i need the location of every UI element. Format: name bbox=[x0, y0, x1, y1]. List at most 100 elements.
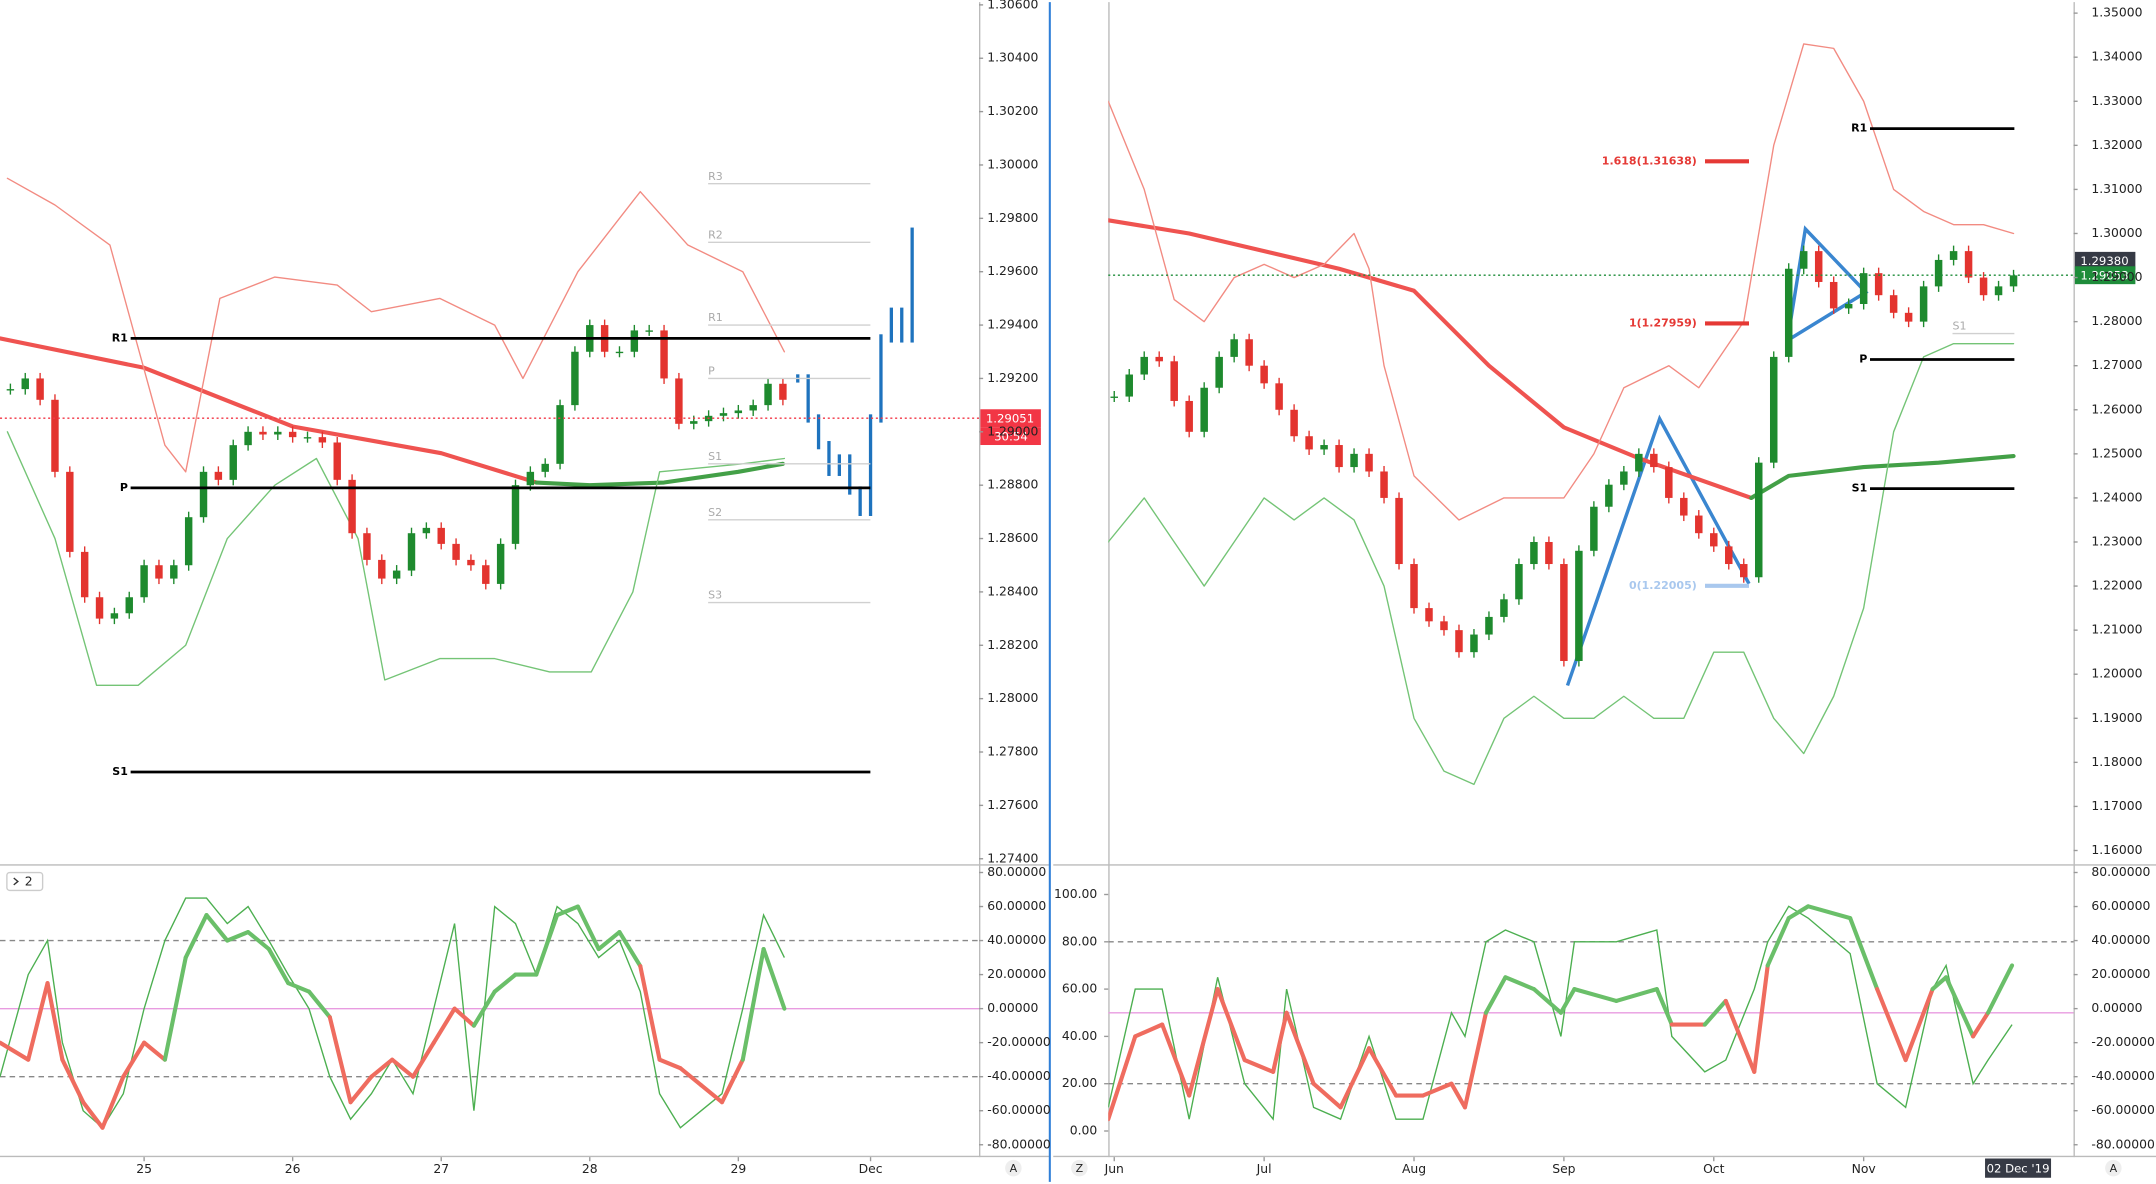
y-tick-label: 1.19000 bbox=[2091, 711, 2142, 725]
x-tick-label: Sep bbox=[1552, 1162, 1575, 1176]
y-tick-label: 40.00000 bbox=[987, 933, 1046, 947]
candle-body bbox=[660, 330, 668, 379]
candle-body bbox=[1275, 383, 1283, 410]
oscillator-segment bbox=[1133, 1022, 1165, 1039]
candle-body bbox=[36, 378, 44, 400]
oscillator-segment bbox=[596, 929, 622, 952]
plot-area bbox=[1108, 43, 2018, 786]
countdown-box bbox=[980, 427, 1041, 446]
x-tick-label: 29 bbox=[730, 1162, 746, 1176]
candle-body bbox=[764, 383, 772, 406]
oscillator-segment bbox=[638, 964, 662, 1062]
x-tick-label: Aug bbox=[1402, 1162, 1426, 1176]
fib-label: 1.618(1.31638) bbox=[1602, 154, 1697, 167]
candle-body bbox=[1410, 564, 1418, 609]
candle-body bbox=[1949, 251, 1958, 260]
candle-body bbox=[1425, 608, 1433, 622]
overlay-line bbox=[1108, 342, 2015, 786]
candle-body bbox=[259, 431, 267, 435]
candle-body bbox=[303, 437, 312, 439]
candle-body bbox=[482, 565, 490, 584]
candle-body bbox=[95, 597, 104, 619]
candle-body bbox=[1754, 462, 1763, 578]
oscillator-segment bbox=[142, 1040, 167, 1062]
right-left-button[interactable]: Z bbox=[1071, 1159, 1088, 1177]
oscillator-segment bbox=[1558, 987, 1577, 1015]
oscillator-segment bbox=[286, 981, 312, 994]
button-bg[interactable] bbox=[2105, 1159, 2122, 1177]
button-bg[interactable] bbox=[1071, 1159, 1088, 1177]
candle-body bbox=[1500, 599, 1508, 617]
y-tick-label: -40.00000 bbox=[2091, 1069, 2155, 1083]
candle-body bbox=[1395, 497, 1403, 565]
oscillator-segment bbox=[1284, 1010, 1316, 1086]
x-tick-label: 27 bbox=[433, 1162, 449, 1176]
oscillator-line bbox=[1108, 905, 2013, 1121]
candle-body bbox=[1680, 497, 1688, 516]
overlay-line bbox=[6, 177, 786, 473]
candle-body bbox=[422, 527, 431, 534]
y-tick-label: 1.28400 bbox=[987, 584, 1038, 598]
y-tick-label: 1.20000 bbox=[2091, 667, 2142, 681]
overlay-line bbox=[6, 431, 786, 686]
oscillator-segment bbox=[327, 1015, 353, 1105]
y-tick-label: -60.00000 bbox=[2091, 1103, 2155, 1117]
pivot-label: R1 bbox=[1851, 122, 1867, 135]
y-tick-label: 40.00 bbox=[1062, 1029, 1098, 1043]
overlay-line bbox=[1108, 218, 1754, 500]
oscillator-segment bbox=[390, 1057, 416, 1079]
oscillator-segment bbox=[1503, 975, 1536, 992]
oscillator-segment bbox=[162, 955, 188, 1062]
candle-body bbox=[1994, 286, 2003, 296]
projection-bar bbox=[837, 454, 842, 476]
candle-body bbox=[1665, 467, 1673, 498]
candle-body bbox=[1110, 396, 1118, 398]
pivot-label: R1 bbox=[112, 331, 128, 344]
oscillator-segment bbox=[81, 1100, 105, 1130]
y-tick-label: 1.22000 bbox=[2091, 579, 2142, 593]
y-tick-label: 1.32000 bbox=[2091, 138, 2142, 152]
zoom-button[interactable]: Z bbox=[1076, 1162, 1084, 1175]
candle-body bbox=[288, 431, 297, 438]
plot-area bbox=[0, 177, 914, 686]
y-tick-label: 1.31000 bbox=[2091, 182, 2142, 196]
axis-button[interactable]: A bbox=[1010, 1162, 1018, 1175]
candle-body bbox=[1545, 541, 1553, 565]
projection-bar bbox=[879, 334, 883, 423]
axis-button[interactable]: A bbox=[2110, 1162, 2118, 1175]
y-tick-label: 1.26000 bbox=[2091, 402, 2142, 416]
oscillator-segment bbox=[225, 929, 251, 943]
candle-body bbox=[1590, 506, 1598, 551]
pane-label: 2 bbox=[25, 875, 33, 889]
oscillator-segment bbox=[492, 972, 518, 994]
oscillator-segment bbox=[678, 1066, 704, 1088]
oscillator-segment bbox=[1944, 975, 1976, 1039]
pane-legend[interactable]: 2 bbox=[6, 871, 44, 892]
plot-area bbox=[0, 897, 979, 1130]
y-tick-label: 1.29600 bbox=[987, 264, 1038, 278]
oscillator-segment bbox=[1242, 1057, 1276, 1074]
oscillator-segment bbox=[1366, 1046, 1399, 1098]
right-axis-button[interactable]: A bbox=[2105, 1159, 2122, 1177]
projection-bar bbox=[848, 454, 852, 495]
price-label: 1.29053 bbox=[2080, 268, 2128, 282]
oscillator-segment bbox=[204, 912, 230, 943]
x-tick-label: Dec bbox=[859, 1162, 883, 1176]
oscillator-segment bbox=[1806, 904, 1853, 921]
candle-body bbox=[749, 405, 757, 411]
candle-body bbox=[1874, 273, 1883, 296]
oscillator-segment bbox=[266, 947, 291, 986]
pane-legend-box[interactable] bbox=[6, 871, 44, 892]
y-tick-label: 0.00 bbox=[1070, 1124, 1098, 1138]
oscillator-segment bbox=[1462, 1010, 1489, 1110]
candle-body bbox=[779, 383, 787, 400]
oscillator-segment bbox=[1786, 904, 1811, 921]
candle-body bbox=[1575, 550, 1583, 661]
candle-body bbox=[2009, 275, 2018, 287]
left-axis-button[interactable]: A bbox=[1005, 1159, 1022, 1177]
candle-body bbox=[214, 471, 223, 480]
projection-bar bbox=[889, 307, 894, 343]
oscillator-segment bbox=[1903, 987, 1935, 1063]
button-bg[interactable] bbox=[1005, 1159, 1022, 1177]
